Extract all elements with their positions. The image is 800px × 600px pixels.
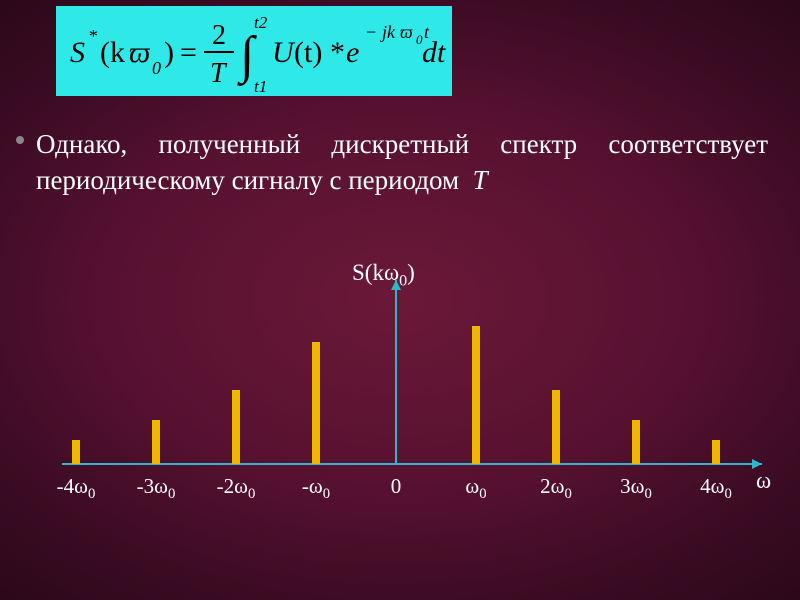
svg-text:(k: (k bbox=[100, 36, 125, 69]
svg-text:ϖ: ϖ bbox=[129, 36, 151, 69]
svg-text:dt: dt bbox=[422, 36, 446, 69]
svg-text:t1: t1 bbox=[254, 77, 267, 96]
svg-text:jk: jk bbox=[380, 22, 396, 42]
paragraph-T: T bbox=[473, 165, 488, 195]
svg-text:0: 0 bbox=[152, 58, 161, 78]
x-tick-label: 2ω0 bbox=[540, 474, 572, 503]
svg-text:*: * bbox=[330, 36, 345, 69]
x-tick-label: 4ω0 bbox=[700, 474, 732, 503]
x-tick-label: -3ω0 bbox=[137, 474, 176, 503]
svg-text:ϖ: ϖ bbox=[400, 22, 413, 42]
formula-box: S * (k ϖ 0 ) = 2 T ∫ t2 t1 U (t) * e − j… bbox=[56, 6, 452, 96]
paragraph-lead: Однако, полученный дискретный спектр соо… bbox=[36, 129, 768, 195]
spectrum-chart: S(kω0) -4ω0-3ω0-2ω0-ω00ω02ω03ω04ω0 ω bbox=[62, 272, 780, 532]
x-tick-label: ω0 bbox=[465, 474, 486, 503]
x-tick-label: -ω0 bbox=[302, 474, 330, 503]
svg-text:T: T bbox=[210, 58, 228, 89]
svg-text:t2: t2 bbox=[254, 13, 268, 32]
svg-text:−: − bbox=[366, 22, 376, 42]
x-tick-label: -4ω0 bbox=[57, 474, 96, 503]
svg-text:2: 2 bbox=[212, 20, 226, 51]
svg-text:U: U bbox=[272, 36, 296, 69]
x-tick-label: -2ω0 bbox=[217, 474, 256, 503]
svg-text:*: * bbox=[88, 26, 97, 46]
x-tick-label: 0 bbox=[391, 474, 402, 499]
x-axis-label: ω bbox=[756, 468, 771, 494]
svg-text:=: = bbox=[180, 36, 197, 69]
x-tick-label: 3ω0 bbox=[620, 474, 652, 503]
formula-svg: S * (k ϖ 0 ) = 2 T ∫ t2 t1 U (t) * e − j… bbox=[56, 6, 452, 96]
paragraph: Однако, полученный дискретный спектр соо… bbox=[36, 126, 768, 199]
svg-text:): ) bbox=[164, 36, 174, 69]
svg-text:S: S bbox=[70, 36, 85, 69]
svg-text:e: e bbox=[346, 36, 359, 69]
y-axis-label: S(kω0) bbox=[352, 260, 415, 291]
bullet-dot bbox=[16, 136, 24, 144]
svg-text:(t): (t) bbox=[294, 36, 322, 69]
